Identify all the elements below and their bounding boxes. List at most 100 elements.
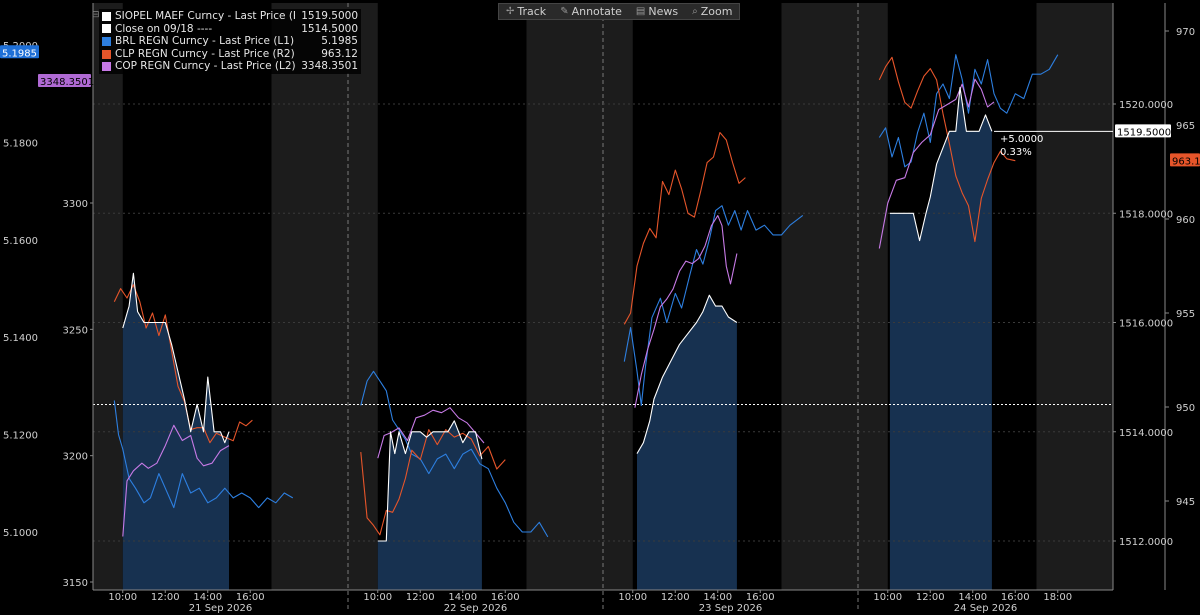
series-line — [634, 215, 738, 408]
r1-tick-label: 1514.0000 — [1119, 428, 1173, 439]
legend-value: 963.12 — [321, 47, 358, 60]
l1-tick-label: 5.1000 — [3, 528, 38, 539]
x-tick-label: 10:00 — [873, 592, 902, 603]
series-line — [623, 131, 746, 325]
l1-tick-label: 5.1400 — [3, 333, 38, 344]
series-lines — [113, 54, 1059, 542]
day-label: 24 Sep 2026 — [954, 603, 1017, 614]
annotate-button[interactable]: ✎ Annotate — [553, 5, 629, 18]
x-tick-label: 10:00 — [108, 592, 137, 603]
legend[interactable]: ⊟ SIOPEL MAEF Curncy - Last Price (R1) 1… — [92, 9, 361, 74]
x-tick-label: 14:00 — [193, 592, 222, 603]
r2-tick-label: 950 — [1176, 403, 1195, 414]
value-tag-box — [1170, 153, 1200, 167]
series-line — [377, 407, 485, 459]
legend-value: 5.1985 — [321, 35, 358, 48]
x-tick-label: 10:00 — [363, 592, 392, 603]
legend-row-close: Close on 09/18 ---- 1514.5000 — [102, 23, 358, 36]
value-tag-box — [1115, 124, 1171, 138]
x-tick-label: 12:00 — [916, 592, 945, 603]
x-tick-label: 14:00 — [958, 592, 987, 603]
x-tick-label: 16:00 — [491, 592, 520, 603]
legend-row-brl: BRL REGN Curncy - Last Price (L1) 5.1985 — [102, 35, 358, 48]
series-line — [360, 429, 506, 536]
x-tick-label: 16:00 — [236, 592, 265, 603]
r2-tick-label: 965 — [1176, 121, 1195, 132]
siopel-area — [377, 420, 482, 590]
legend-value: 1519.5000 — [301, 10, 358, 22]
r2-tick-label: 960 — [1176, 215, 1195, 226]
annotate-label: Annotate — [571, 5, 622, 18]
axes — [90, 3, 1169, 593]
value-tag-text: 5.1985 — [2, 48, 37, 59]
day-label: 21 Sep 2026 — [189, 603, 252, 614]
crosshair-icon: ✢ — [506, 6, 515, 17]
series-brl — [113, 54, 1059, 538]
series-cop — [122, 78, 995, 537]
series-line — [113, 284, 253, 444]
series-line — [377, 420, 483, 542]
x-tick-label: 14:00 — [703, 592, 732, 603]
x-tick-label: 16:00 — [1001, 592, 1030, 603]
brl-last-tag: 5.1985 — [0, 45, 39, 59]
legend-row-siopel: SIOPEL MAEF Curncy - Last Price (R1) 151… — [102, 10, 358, 23]
legend-value: 1514.5000 — [301, 22, 358, 35]
track-label: Track — [517, 5, 547, 18]
series-line — [113, 400, 294, 509]
r1-tick-label: 1520.0000 — [1119, 100, 1173, 111]
legend-label: BRL REGN Curncy - Last Price (L1) — [115, 35, 295, 48]
change-annotation: +5.0000 — [1000, 134, 1043, 145]
x-tick-label: 10:00 — [618, 592, 647, 603]
track-button[interactable]: ✢ Track — [499, 5, 553, 18]
siopel-area-fill — [122, 87, 992, 590]
legend-label: COP REGN Curncy - Last Price (L2) — [115, 60, 296, 73]
l1-tick-label: 5.1800 — [3, 138, 38, 149]
legend-label: Close on 09/18 ---- — [115, 22, 213, 35]
grid-lines — [93, 3, 1113, 612]
legend-swatch — [102, 11, 111, 21]
legend-swatch — [102, 49, 111, 59]
siopel-area — [637, 295, 737, 590]
r2-tick-label: 955 — [1176, 309, 1195, 320]
x-tick-label: 12:00 — [151, 592, 180, 603]
series-line — [636, 294, 738, 454]
pin-icon[interactable]: ⊟ — [92, 10, 100, 20]
r2-tick-label: 945 — [1176, 497, 1195, 508]
value-tag-text: 963.1 — [1172, 156, 1200, 167]
legend-swatch — [102, 62, 111, 72]
legend-row-cop: COP REGN Curncy - Last Price (L2) 3348.3… — [102, 60, 358, 73]
day-label: 23 Sep 2026 — [699, 603, 762, 614]
legend-swatch — [102, 36, 111, 46]
series-line — [360, 370, 549, 538]
series-line — [122, 424, 230, 537]
legend-label: SIOPEL MAEF Curncy - Last Price (R1) — [115, 10, 296, 22]
zoom-button[interactable]: ⌕ Zoom — [685, 5, 739, 18]
legend-value: 3348.3501 — [301, 60, 358, 73]
x-tick-label: 14:00 — [448, 592, 477, 603]
series-line — [878, 56, 1016, 243]
zoom-label: Zoom — [700, 5, 733, 18]
series-line — [878, 54, 1059, 168]
clp-last-tag: 963.1 — [1170, 153, 1200, 167]
l2-tick-label: 3200 — [63, 452, 88, 463]
siopel-area — [889, 87, 992, 590]
r1-tick-label: 1516.0000 — [1119, 319, 1173, 330]
x-tick-label: 16:00 — [746, 592, 775, 603]
magnifier-icon: ⌕ — [692, 6, 698, 17]
legend-swatch — [102, 24, 111, 34]
r1-tick-label: 1518.0000 — [1119, 209, 1173, 220]
siopel-last-tag: 1519.5000 — [1115, 124, 1171, 138]
legend-row-clp: CLP REGN Curncy - Last Price (R2) 963.12 — [102, 48, 358, 61]
series-line — [889, 87, 993, 242]
cop-last-tag: 3348.3501 — [38, 74, 94, 88]
series-line — [122, 272, 230, 444]
l2-tick-label: 3150 — [63, 578, 88, 589]
pct-annotation: 0.33% — [1000, 147, 1032, 158]
value-tag-box — [0, 45, 39, 59]
value-tag-text: 1519.5000 — [1117, 127, 1171, 138]
x-tick-label: 18:00 — [1043, 592, 1072, 603]
value-tag-box — [38, 74, 91, 87]
series-clp — [113, 56, 1016, 536]
news-button[interactable]: ▤ News — [629, 5, 685, 18]
